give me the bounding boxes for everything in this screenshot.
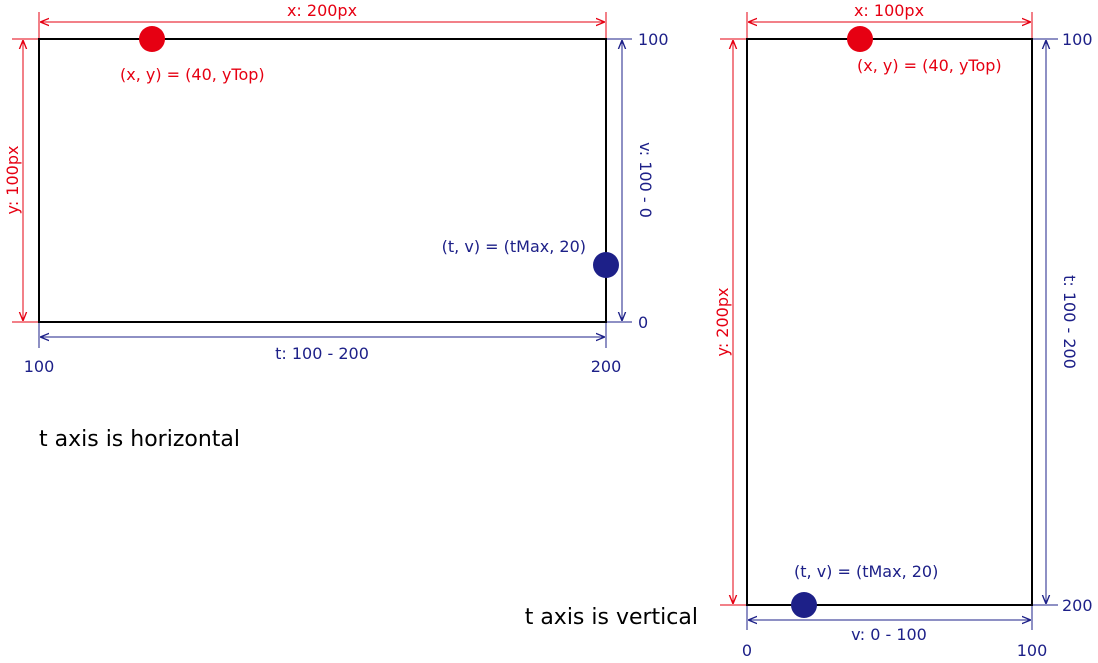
v-bottom-value: 0	[638, 313, 648, 332]
tv-point	[791, 592, 817, 618]
t-bottom-value: 200	[1062, 596, 1093, 615]
t-start-value: 100	[24, 357, 55, 376]
t-top-value: 100	[1062, 30, 1093, 49]
t-label: t: 100 - 200	[275, 344, 369, 363]
v-label: v: 100 - 0	[636, 142, 655, 218]
t-end-value: 200	[591, 357, 622, 376]
t-label: t: 100 - 200	[1060, 275, 1079, 369]
caption-horizontal: t axis is horizontal	[39, 427, 240, 452]
x-label: x: 200px	[287, 1, 357, 20]
xy-point	[139, 26, 165, 52]
y-label: y: 100px	[3, 146, 22, 215]
xy-point	[847, 26, 873, 52]
right-panel: x: 100px y: 200px t: 100 - 200 v: 0 - 10…	[525, 1, 1093, 660]
right-frame	[746, 38, 1033, 606]
left-frame	[38, 38, 607, 323]
v-label: v: 0 - 100	[851, 625, 927, 644]
v-end-value: 100	[1017, 641, 1048, 660]
tv-point-label: (t, v) = (tMax, 20)	[442, 237, 586, 256]
caption-vertical: t axis is vertical	[525, 605, 698, 630]
x-label: x: 100px	[854, 1, 924, 20]
xy-point-label: (x, y) = (40, yTop)	[120, 65, 265, 84]
tv-point	[593, 252, 619, 278]
v-top-value: 100	[638, 30, 669, 49]
tv-point-label: (t, v) = (tMax, 20)	[794, 562, 938, 581]
v-start-value: 0	[742, 641, 752, 660]
xy-point-label: (x, y) = (40, yTop)	[857, 56, 1002, 75]
y-label: y: 200px	[713, 288, 732, 357]
left-panel: x: 200px y: 100px v: 100 - 0 t: 100 - 20…	[3, 1, 669, 452]
